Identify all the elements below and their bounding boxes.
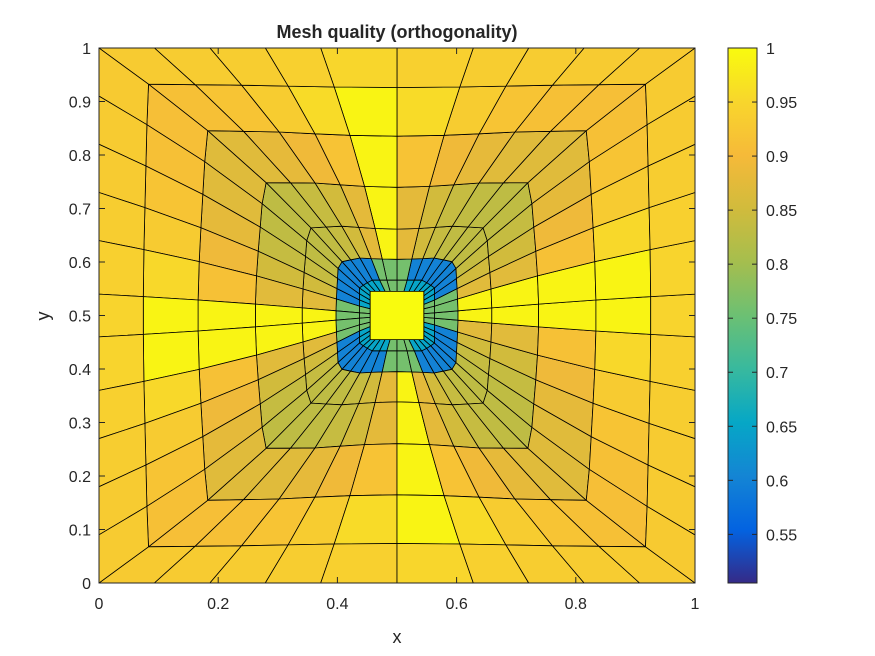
mesh-cell bbox=[648, 192, 695, 251]
mesh-cell bbox=[649, 333, 695, 391]
mesh-cell bbox=[459, 48, 530, 88]
mesh-cell bbox=[320, 48, 398, 88]
mesh-cell bbox=[645, 505, 695, 583]
x-tick-label: 1 bbox=[691, 596, 700, 613]
y-axis-label: y bbox=[33, 312, 53, 321]
y-tick-label: 0.4 bbox=[69, 362, 91, 379]
mesh-cell bbox=[396, 543, 474, 583]
mesh-cell bbox=[99, 48, 149, 126]
mesh-cell bbox=[648, 380, 695, 440]
y-tick-label: 0.7 bbox=[69, 202, 91, 219]
mesh-cell bbox=[552, 48, 640, 86]
mesh-cell bbox=[459, 543, 530, 583]
mesh-cell bbox=[142, 296, 199, 335]
mesh-cell bbox=[264, 543, 335, 583]
mesh-cell bbox=[538, 299, 597, 332]
mesh-plot bbox=[99, 48, 695, 583]
mesh-cell bbox=[320, 543, 398, 583]
x-axis-label: x bbox=[393, 627, 402, 647]
x-axis-ticks: 0 0.2 0.4 0.6 0.8 1 bbox=[95, 48, 700, 613]
colorbar-tick-label: 0.75 bbox=[766, 311, 797, 328]
mesh-cell bbox=[505, 48, 585, 87]
y-tick-label: 0 bbox=[82, 576, 91, 593]
mesh-cell bbox=[99, 192, 146, 251]
y-tick-label: 0.5 bbox=[69, 309, 91, 326]
x-tick-label: 0.6 bbox=[445, 596, 467, 613]
mesh-cell bbox=[645, 48, 695, 126]
mesh-cell bbox=[647, 143, 695, 209]
x-tick-label: 0.4 bbox=[326, 596, 348, 613]
mesh-cell bbox=[99, 464, 148, 536]
x-tick-label: 0 bbox=[95, 596, 104, 613]
mesh-cell bbox=[369, 290, 425, 341]
y-tick-label: 0.8 bbox=[69, 148, 91, 165]
y-tick-label: 0.9 bbox=[69, 95, 91, 112]
mesh-cell bbox=[396, 48, 474, 88]
chart-title: Mesh quality (orthogonality) bbox=[277, 22, 518, 42]
colorbar-ticks: 0.55 0.6 0.65 0.7 0.75 0.8 0.85 0.9 0.95 1 bbox=[728, 41, 797, 544]
mesh-cell bbox=[505, 544, 585, 583]
mesh-cell bbox=[209, 48, 289, 87]
mesh-cell bbox=[646, 464, 695, 536]
colorbar-tick-label: 0.6 bbox=[766, 473, 788, 490]
colorbar-tick-label: 0.7 bbox=[766, 365, 788, 382]
colorbar-tick-label: 0.95 bbox=[766, 95, 797, 112]
mesh-cell bbox=[647, 422, 695, 488]
mesh-cell bbox=[99, 293, 144, 338]
y-tick-label: 1 bbox=[82, 41, 91, 58]
mesh-cell bbox=[99, 95, 148, 167]
mesh-cell bbox=[650, 293, 695, 338]
mesh-cell bbox=[153, 48, 243, 86]
colorbar bbox=[727, 47, 758, 584]
mesh-cell bbox=[99, 422, 147, 488]
colorbar-tick-label: 0.65 bbox=[766, 419, 797, 436]
y-tick-label: 0.1 bbox=[69, 523, 91, 540]
mesh-cell bbox=[595, 296, 652, 335]
x-tick-label: 0.2 bbox=[207, 596, 229, 613]
x-tick-label: 0.8 bbox=[565, 596, 587, 613]
colorbar-tick-label: 0.9 bbox=[766, 149, 788, 166]
mesh-cell bbox=[153, 545, 243, 583]
mesh-cell bbox=[646, 95, 695, 167]
mesh-cell bbox=[598, 48, 695, 86]
mesh-cell bbox=[552, 545, 640, 583]
y-tick-label: 0.6 bbox=[69, 255, 91, 272]
colorbar-tick-label: 0.55 bbox=[766, 527, 797, 544]
y-axis-ticks: 0 0.1 0.2 0.3 0.4 0.5 0.6 0.7 0.8 0.9 1 bbox=[69, 41, 695, 593]
mesh-cell bbox=[264, 48, 335, 88]
mesh-cell bbox=[99, 380, 146, 440]
colorbar-tick-label: 1 bbox=[766, 41, 775, 58]
y-tick-label: 0.2 bbox=[69, 469, 91, 486]
mesh-cell bbox=[99, 505, 149, 583]
mesh-cell bbox=[649, 240, 695, 298]
colorbar-tick-label: 0.8 bbox=[766, 257, 788, 274]
colorbar-tick-label: 0.85 bbox=[766, 203, 797, 220]
mesh-cell bbox=[99, 333, 145, 391]
mesh-cell bbox=[99, 143, 147, 209]
y-tick-label: 0.3 bbox=[69, 416, 91, 433]
mesh-cell bbox=[99, 48, 196, 86]
mesh-cell bbox=[99, 240, 145, 298]
mesh-cell bbox=[598, 545, 695, 583]
mesh-cell bbox=[197, 299, 256, 332]
mesh-cell bbox=[209, 544, 289, 583]
